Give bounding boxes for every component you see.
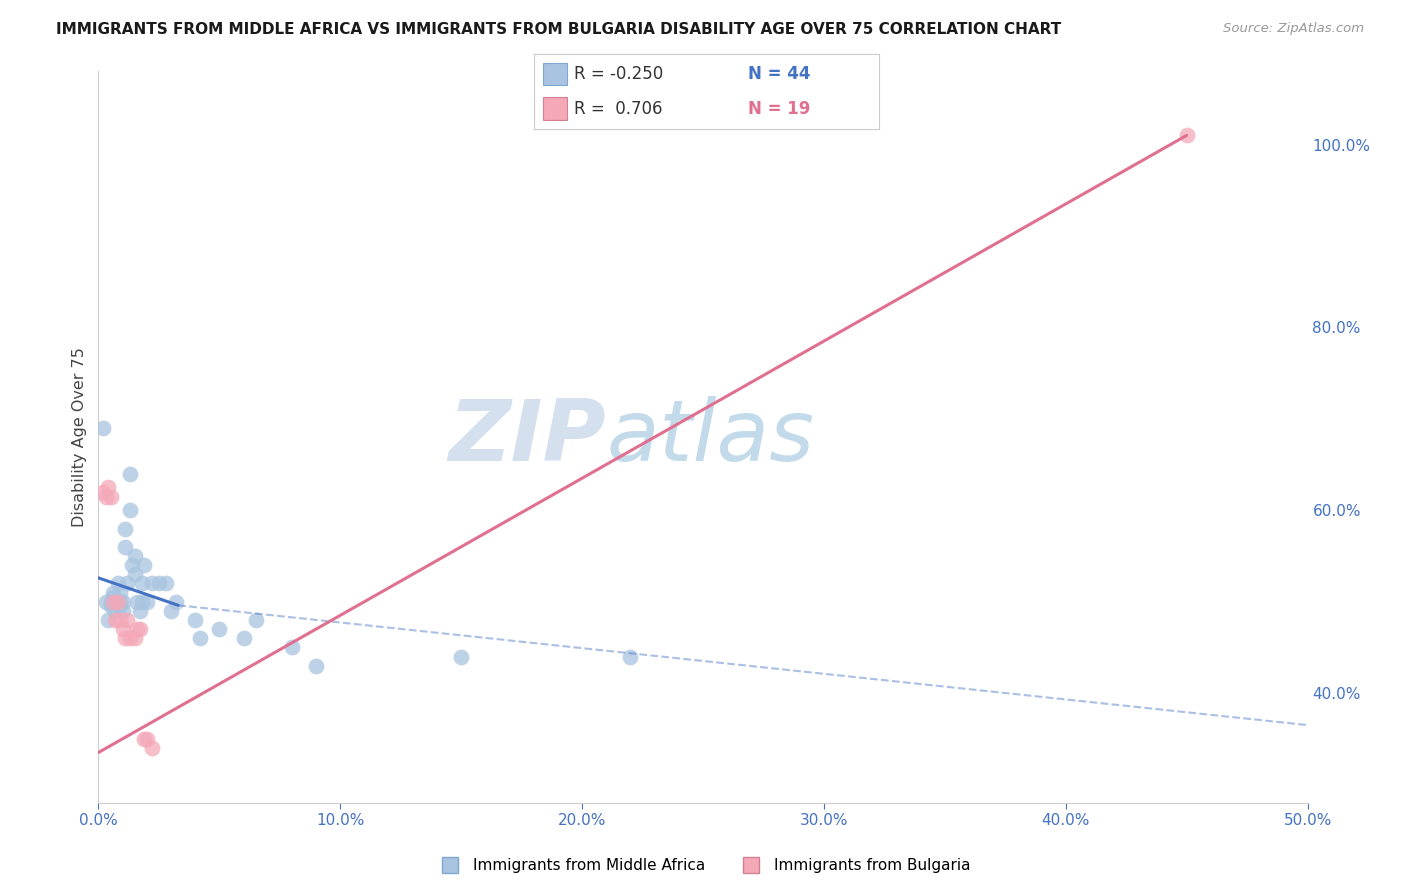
Point (128, 604, 150, 618)
Point (124, 549, 146, 563)
Point (305, 658, 328, 673)
Point (100, 599, 122, 614)
Point (107, 576, 129, 591)
Point (94, 595, 117, 609)
Point (97, 613, 120, 627)
Point (108, 599, 131, 614)
Text: R = -0.250: R = -0.250 (574, 65, 664, 83)
Point (134, 731, 156, 746)
Point (101, 585, 124, 599)
Point (114, 521, 136, 535)
Point (141, 740, 163, 755)
FancyBboxPatch shape (543, 97, 567, 120)
Point (108, 585, 131, 599)
FancyBboxPatch shape (543, 62, 567, 86)
Point (100, 490, 122, 504)
Point (104, 595, 127, 609)
Y-axis label: Disability Age Over 75: Disability Age Over 75 (72, 347, 87, 527)
Point (114, 632, 136, 646)
Point (148, 576, 170, 591)
Point (281, 640, 304, 655)
Point (104, 604, 127, 618)
Point (114, 540, 136, 554)
Text: Source: ZipAtlas.com: Source: ZipAtlas.com (1223, 22, 1364, 36)
Point (111, 604, 134, 618)
Point (118, 632, 141, 646)
Point (107, 595, 129, 609)
Point (107, 595, 129, 609)
Point (134, 558, 156, 573)
Point (111, 622, 134, 636)
Point (450, 649, 472, 664)
Legend: Immigrants from Middle Africa, Immigrants from Bulgaria: Immigrants from Middle Africa, Immigrant… (429, 852, 977, 880)
Point (127, 595, 149, 609)
Point (188, 632, 211, 646)
Point (101, 595, 124, 609)
Point (124, 567, 146, 582)
Point (155, 576, 177, 591)
Point (127, 622, 149, 636)
Point (160, 604, 183, 618)
Point (91, 421, 114, 435)
Point (118, 503, 141, 517)
Point (141, 576, 163, 591)
Point (232, 632, 254, 646)
Point (101, 590, 124, 604)
Point (108, 613, 131, 627)
Text: atlas: atlas (606, 395, 814, 479)
Point (208, 622, 231, 636)
Point (131, 576, 153, 591)
Text: R =  0.706: R = 0.706 (574, 100, 662, 118)
Point (135, 595, 157, 609)
Point (128, 622, 150, 636)
Point (117, 613, 139, 627)
Point (100, 595, 122, 609)
Point (118, 467, 141, 481)
Point (121, 558, 143, 573)
Point (165, 595, 187, 609)
Point (108, 595, 131, 609)
Point (117, 576, 139, 591)
Point (245, 613, 267, 627)
Text: ZIP: ZIP (449, 395, 606, 479)
Point (111, 595, 134, 609)
Point (104, 613, 127, 627)
Point (91, 485, 114, 500)
Point (124, 632, 146, 646)
Text: N = 44: N = 44 (748, 65, 810, 83)
Point (619, 649, 641, 664)
Point (94, 490, 117, 504)
Point (135, 731, 157, 746)
Point (184, 613, 207, 627)
Text: IMMIGRANTS FROM MIDDLE AFRICA VS IMMIGRANTS FROM BULGARIA DISABILITY AGE OVER 75: IMMIGRANTS FROM MIDDLE AFRICA VS IMMIGRA… (56, 22, 1062, 37)
Point (1175, 128, 1198, 143)
Point (131, 595, 153, 609)
Point (97, 480, 120, 494)
Text: N = 19: N = 19 (748, 100, 810, 118)
